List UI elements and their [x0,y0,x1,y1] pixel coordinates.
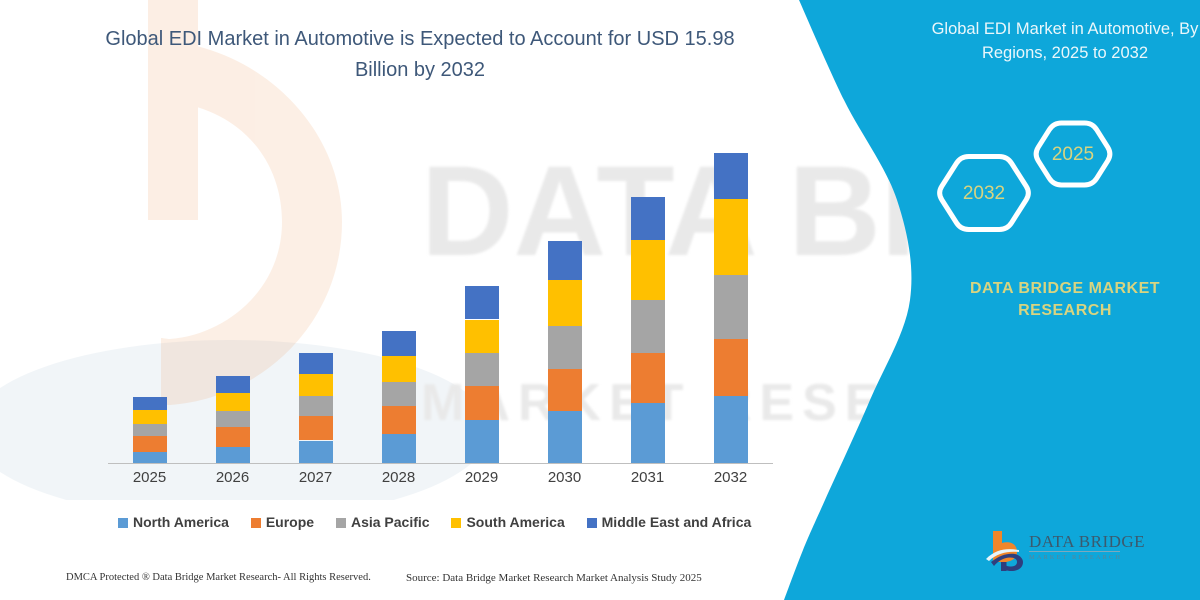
svg-text:DATA BRIDGE: DATA BRIDGE [1029,532,1145,551]
svg-text:MARKET RESEARCH: MARKET RESEARCH [1029,554,1122,561]
svg-text:2025: 2025 [1052,144,1094,165]
svg-text:2032: 2032 [963,183,1005,204]
